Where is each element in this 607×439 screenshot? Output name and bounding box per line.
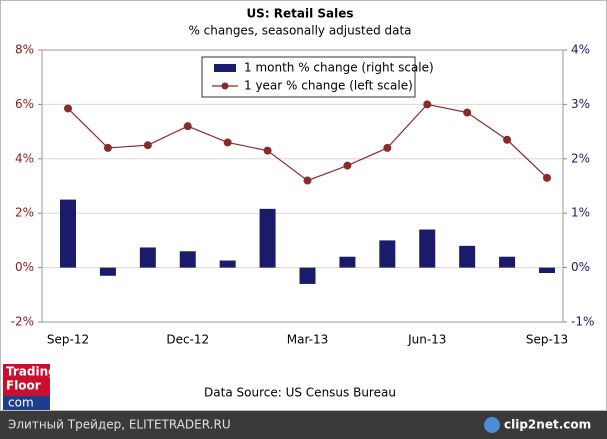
- y2-tick-label: 1%: [571, 206, 590, 220]
- y2-tick-label: 4%: [571, 43, 590, 57]
- bar: [259, 208, 276, 268]
- legend-swatch: [221, 82, 229, 90]
- x-tick-label: Sep-13: [526, 333, 568, 347]
- source: Data Source: US Census Bureau: [204, 386, 396, 400]
- line-marker: [503, 135, 512, 144]
- line-marker: [463, 108, 472, 117]
- legend-label: 1 month % change (right scale): [244, 61, 434, 75]
- bar: [539, 267, 555, 274]
- y-tick-label: -2%: [11, 315, 34, 329]
- footer-icon: [484, 417, 500, 433]
- line-marker: [343, 161, 352, 170]
- y2-tick-label: -1%: [571, 315, 594, 329]
- logo-text: Floor: [6, 379, 41, 393]
- line-marker: [303, 176, 312, 185]
- footer-bar: [0, 411, 607, 439]
- x-tick-label: Mar-13: [287, 333, 328, 347]
- y-tick-label: 2%: [15, 206, 34, 220]
- x-tick-label: Dec-12: [166, 333, 209, 347]
- line-marker: [223, 138, 232, 147]
- y2-tick-label: 3%: [571, 97, 590, 111]
- bar: [179, 251, 196, 268]
- y-tick-label: 8%: [15, 43, 34, 57]
- bar: [419, 229, 436, 268]
- bar: [219, 260, 236, 268]
- line-marker: [423, 100, 432, 109]
- footer-left: Элитный Трейдер, ELITETRADER.RU: [8, 418, 231, 432]
- chart-subtitle: % changes, seasonally adjusted data: [188, 24, 411, 38]
- line-marker: [263, 146, 272, 155]
- line-marker: [103, 143, 112, 152]
- line-marker: [183, 122, 192, 131]
- line-marker: [543, 173, 551, 182]
- legend-swatch: [214, 64, 236, 72]
- x-tick-label: Sep-12: [47, 333, 89, 347]
- x-tick-label: Jun-13: [407, 333, 446, 347]
- y2-tick-label: 0%: [571, 260, 590, 274]
- logo-text: Trading: [6, 365, 57, 379]
- chart-title: US: Retail Sales: [246, 7, 353, 21]
- y-tick-label: 4%: [15, 151, 34, 165]
- y2-tick-label: 2%: [571, 151, 590, 165]
- bar: [299, 267, 316, 284]
- bar: [499, 256, 516, 268]
- logo-com-box: [3, 396, 50, 410]
- legend-label: 1 year % change (left scale): [244, 79, 413, 93]
- bar: [99, 267, 116, 276]
- logo-text: com: [8, 396, 34, 410]
- footer-right: clip2net.com: [504, 418, 591, 432]
- bar: [459, 245, 476, 268]
- line-marker: [383, 143, 392, 152]
- line-marker: [143, 141, 152, 150]
- line-marker: [64, 104, 72, 113]
- y-tick-label: 6%: [15, 97, 34, 111]
- plot-frame: [41, 49, 564, 323]
- bar: [339, 256, 356, 268]
- y-tick-label: 0%: [15, 260, 34, 274]
- bar: [379, 240, 396, 268]
- bar: [139, 247, 156, 268]
- legend-box: [201, 56, 416, 98]
- bar: [60, 199, 76, 268]
